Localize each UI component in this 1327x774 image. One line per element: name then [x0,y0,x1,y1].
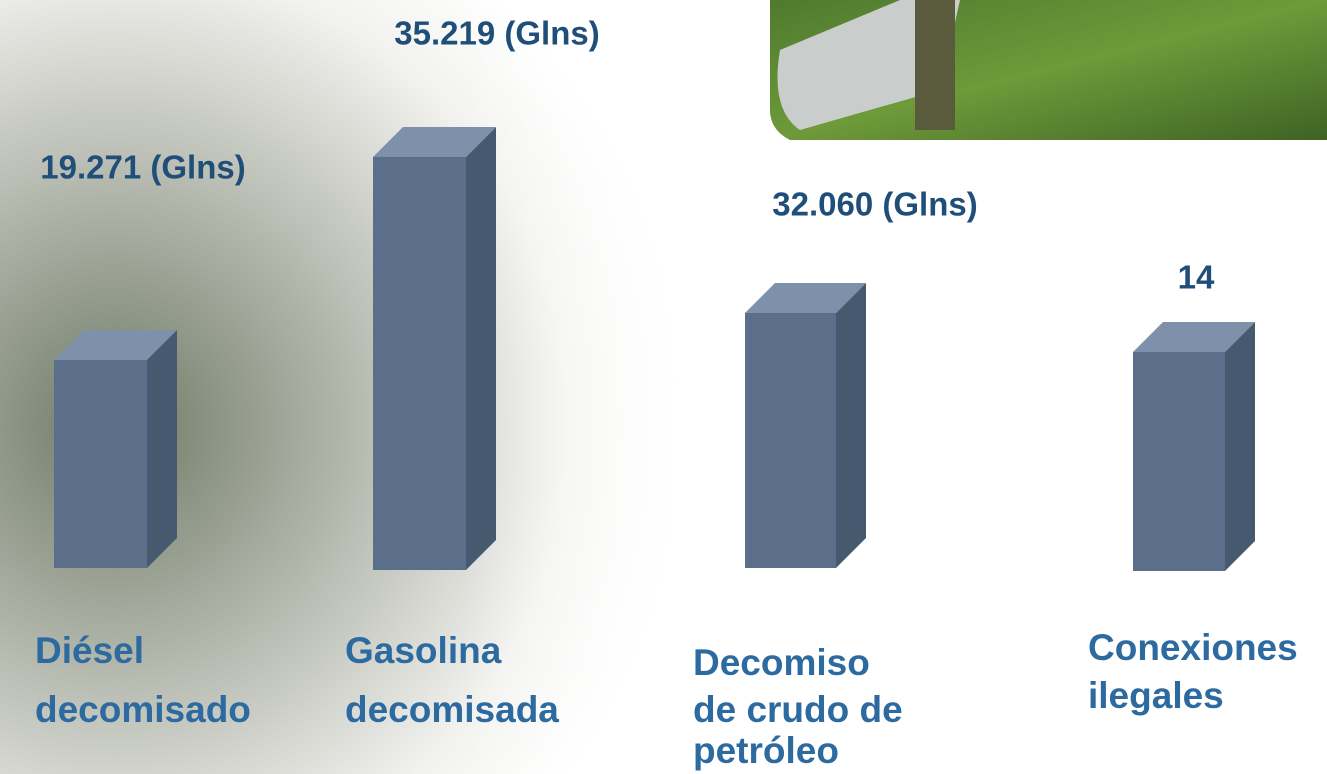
slide: 19.271 (Glns) 35.219 (Glns) 32.060 (Glns… [0,0,1327,774]
category-label: decomisada [345,689,559,730]
value-label: 35.219 (Glns) [394,15,599,52]
category-label: Conexiones [1088,627,1298,668]
bar [1133,322,1255,571]
value-label: 14 [1178,259,1215,296]
category-label: Gasolina [345,630,502,671]
category-label: decomisado [35,689,251,730]
bar [54,330,177,568]
category-label: Diésel [35,630,144,671]
bar [745,283,866,568]
category-label: petróleo [693,730,839,771]
category-label: de crudo de [693,689,903,730]
value-label: 32.060 (Glns) [772,186,977,223]
value-label: 19.271 (Glns) [40,149,245,186]
top-photo [770,0,1327,140]
category-label: ilegales [1088,675,1224,716]
bar [373,127,496,570]
category-label: Decomiso [693,642,870,683]
